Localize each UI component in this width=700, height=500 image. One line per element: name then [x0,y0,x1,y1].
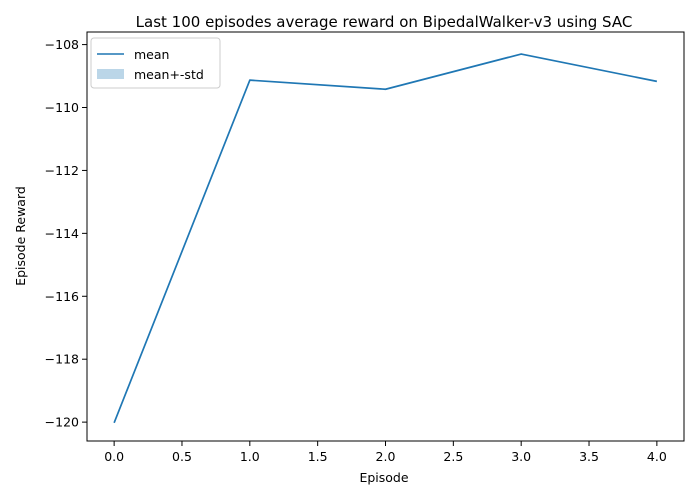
x-tick-label: 0.5 [172,449,192,464]
legend-band-swatch [97,69,124,79]
y-axis: −120 −118 −116 −114 −112 −110 −108 [45,37,87,430]
x-tick-label: 2.0 [376,449,396,464]
x-tick-label: 4.0 [647,449,667,464]
y-tick-label: −120 [45,415,79,430]
y-axis-label: Episode Reward [13,186,28,286]
y-tick-label: −116 [45,289,79,304]
chart-title: Last 100 episodes average reward on Bipe… [136,13,633,31]
x-tick-label: 1.0 [240,449,260,464]
x-axis: 0.0 0.5 1.0 1.5 2.0 2.5 3.0 3.5 4.0 [104,441,667,464]
legend-mean-label: mean [134,47,169,62]
plot-area [86,31,685,442]
y-tick-label: −108 [45,37,79,52]
legend-box [90,37,221,89]
x-tick-label: 1.5 [308,449,328,464]
mean-line [113,53,658,424]
x-tick-label: 3.5 [579,449,599,464]
x-axis-label: Episode [359,470,408,485]
legend-band-label: mean+-std [134,67,204,82]
mean-line-layer [113,53,658,424]
x-tick-label: 0.0 [104,449,124,464]
plot-background [87,32,684,441]
y-tick-label: −114 [45,226,79,241]
y-tick-label: −112 [45,163,79,178]
y-tick-label: −118 [45,352,79,367]
x-tick-label: 2.5 [443,449,463,464]
y-tick-label: −110 [45,100,79,115]
x-tick-label: 3.0 [511,449,531,464]
legend: mean mean+-std [90,37,221,89]
